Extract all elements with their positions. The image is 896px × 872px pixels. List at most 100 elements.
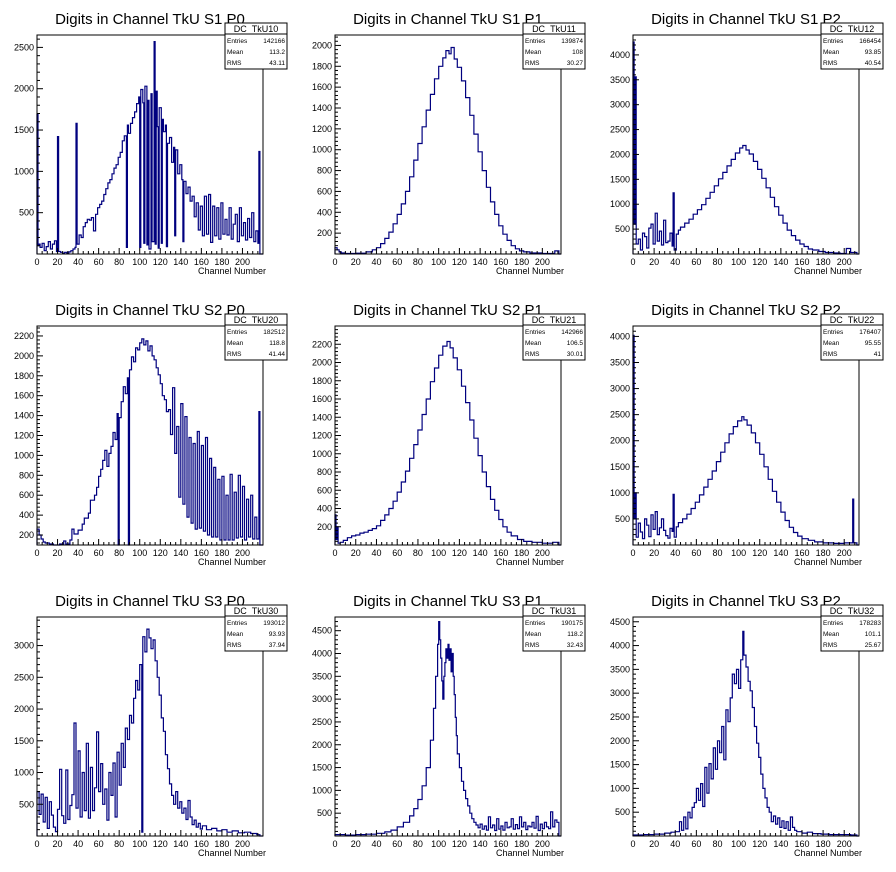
stats-label: RMS <box>823 60 838 67</box>
x-tick-label: 0 <box>34 257 39 267</box>
stats-value: 40.54 <box>865 60 882 67</box>
y-tick-label: 2000 <box>312 358 332 368</box>
stats-value: 142166 <box>263 38 285 45</box>
stats-box: DC_TkU22 Entries 176407 Mean 95.55 RMS 41 <box>820 313 884 361</box>
stats-label: Entries <box>227 38 248 45</box>
y-tick-label: 4000 <box>312 649 332 659</box>
stats-value: 43.11 <box>269 60 285 67</box>
y-tick-label: 2000 <box>312 740 332 750</box>
x-tick-label: 80 <box>712 548 722 558</box>
x-tick-label: 40 <box>670 548 680 558</box>
y-tick-label: 1500 <box>610 760 630 770</box>
x-tick-label: 100 <box>132 548 147 558</box>
stats-name: DC_TkU11 <box>532 24 576 34</box>
x-tick-label: 140 <box>173 839 188 849</box>
stats-value: 93.85 <box>865 49 882 56</box>
y-tick-label: 2500 <box>14 42 34 52</box>
x-tick-label: 100 <box>431 839 446 849</box>
y-tick-label: 2200 <box>14 331 34 341</box>
x-tick-label: 200 <box>235 548 250 558</box>
x-tick-label: 160 <box>194 839 209 849</box>
x-tick-label: 120 <box>752 257 767 267</box>
x-tick-label: 180 <box>214 257 229 267</box>
stats-label: Entries <box>227 329 248 336</box>
x-tick-label: 200 <box>837 839 852 849</box>
histogram-series <box>632 334 859 546</box>
histogram-series <box>36 338 263 546</box>
y-tick-label: 1200 <box>14 431 34 441</box>
y-tick-label: 600 <box>317 186 332 196</box>
chart-title: Digits in Channel TkU S3 P1 <box>353 593 543 610</box>
x-tick-label: 0 <box>332 839 337 849</box>
stats-box-frame <box>224 313 288 361</box>
stats-value: 30.27 <box>567 60 584 67</box>
stats-name: DC_TkU32 <box>830 606 875 616</box>
y-tick-label: 3000 <box>610 384 630 394</box>
chart-title: Digits in Channel TkU S1 P1 <box>353 11 543 28</box>
stats-box-frame <box>820 313 884 361</box>
x-tick-label: 60 <box>94 548 104 558</box>
y-tick-label: 1400 <box>312 412 332 422</box>
stats-box-frame <box>522 604 586 652</box>
x-tick-label: 140 <box>473 257 488 267</box>
y-tick-label: 200 <box>317 522 332 532</box>
y-tick-label: 2000 <box>610 736 630 746</box>
y-tick-label: 1600 <box>312 82 332 92</box>
stats-box: DC_TkU20 Entries 182512 Mean 118.8 RMS 41.44 <box>224 313 288 361</box>
stats-name: DC_TkU20 <box>234 315 279 325</box>
x-tick-label: 180 <box>816 257 831 267</box>
x-axis-label: Channel Number <box>794 557 862 567</box>
y-tick-label: 1000 <box>14 450 34 460</box>
stats-label: RMS <box>525 351 540 358</box>
y-tick-label: 1000 <box>14 166 34 176</box>
histogram-panel: Digits in Channel TkU S2 P0 0 20 40 60 80 100 1… <box>14 302 288 567</box>
x-tick-label: 200 <box>235 257 250 267</box>
y-tick-label: 3500 <box>610 75 630 85</box>
y-tick-label: 1000 <box>610 488 630 498</box>
x-tick-label: 60 <box>691 257 701 267</box>
x-tick-label: 80 <box>114 839 124 849</box>
histogram-series <box>334 46 561 255</box>
x-tick-label: 40 <box>371 839 381 849</box>
x-tick-label: 160 <box>493 257 508 267</box>
histogram-panel: Digits in Channel TkU S3 P0 0 20 40 60 80 100 1… <box>14 593 288 858</box>
stats-value: 190175 <box>561 620 583 627</box>
histogram-panel: Digits in Channel TkU S3 P1 0 20 40 60 80 100 1… <box>312 593 586 858</box>
stats-value: 108 <box>572 49 583 56</box>
x-tick-label: 120 <box>752 839 767 849</box>
x-tick-label: 80 <box>413 839 423 849</box>
histogram-panel: Digits in Channel TkU S2 P1 0 20 40 60 80 100 1… <box>312 302 586 567</box>
y-tick-label: 1600 <box>14 391 34 401</box>
x-tick-label: 120 <box>153 839 168 849</box>
x-tick-label: 140 <box>473 839 488 849</box>
x-tick-label: 100 <box>431 548 446 558</box>
x-axis-label: Channel Number <box>198 557 266 567</box>
x-tick-label: 140 <box>173 548 188 558</box>
stats-box: DC_TkU32 Entries 178283 Mean 101.1 RMS 25.67 <box>820 604 884 652</box>
y-tick-label: 2500 <box>610 125 630 135</box>
y-tick-label: 3500 <box>610 358 630 368</box>
y-tick-label: 4000 <box>610 331 630 341</box>
stats-value: 176407 <box>859 329 881 336</box>
y-tick-label: 2200 <box>312 339 332 349</box>
stats-value: 30.01 <box>567 351 584 358</box>
histogram-series <box>334 621 561 837</box>
y-tick-label: 200 <box>19 530 34 540</box>
stats-value: 113.2 <box>269 49 285 56</box>
stats-label: RMS <box>823 351 838 358</box>
x-tick-label: 40 <box>670 257 680 267</box>
x-axis-label: Channel Number <box>496 557 564 567</box>
histogram-panel: Digits in Channel TkU S1 P2 0 20 40 60 80 100 1… <box>610 11 884 276</box>
x-tick-label: 120 <box>452 839 467 849</box>
x-tick-label: 160 <box>794 839 809 849</box>
x-tick-label: 120 <box>153 548 168 558</box>
x-tick-label: 80 <box>114 548 124 558</box>
stats-label: RMS <box>227 60 242 67</box>
stats-value: 41 <box>874 351 882 358</box>
chart-title: Digits in Channel TkU S2 P0 <box>55 302 245 319</box>
x-tick-label: 100 <box>431 257 446 267</box>
chart-title: Digits in Channel TkU S2 P1 <box>353 302 543 319</box>
y-tick-label: 1400 <box>14 411 34 421</box>
stats-value: 37.94 <box>269 642 286 649</box>
y-tick-label: 1500 <box>14 736 34 746</box>
